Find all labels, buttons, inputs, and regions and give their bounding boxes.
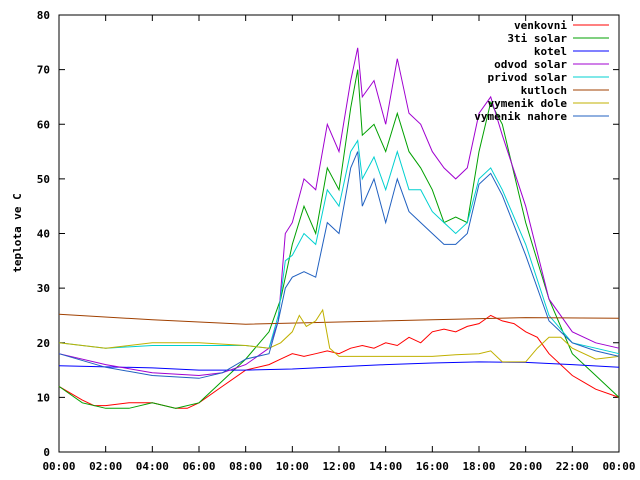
legend-label: kutloch <box>521 84 567 97</box>
series-line-kutloch <box>58 313 620 325</box>
y-axis-label: teplota ve C <box>11 193 24 272</box>
y-tick-label: 70 <box>37 64 50 77</box>
x-tick-label: 00:00 <box>42 460 75 473</box>
x-tick-label: 18:00 <box>462 460 495 473</box>
y-tick-label: 40 <box>37 228 50 241</box>
y-tick-label: 0 <box>43 446 50 459</box>
x-tick-label: 12:00 <box>322 460 355 473</box>
x-tick-label: 22:00 <box>556 460 589 473</box>
x-tick-label: 06:00 <box>182 460 215 473</box>
y-tick-label: 30 <box>37 282 50 295</box>
legend-label: kotel <box>534 45 567 58</box>
legend-label: odvod solar <box>494 58 567 71</box>
legend-label: vymenik nahore <box>474 110 567 123</box>
series-line-vymenik-nahore <box>58 151 620 379</box>
x-axis: 00:00 02:00 04:00 06:00 08:00 10:00 12:00 14:00… <box>42 15 636 473</box>
x-tick-label: 04:00 <box>136 460 169 473</box>
x-tick-label: 16:00 <box>416 460 449 473</box>
series-line-venkovni <box>58 314 620 409</box>
series-line-3ti-solar <box>58 69 620 409</box>
series-line-vymenik-dole <box>58 308 620 363</box>
legend-label: privod solar <box>488 71 568 84</box>
series-lines <box>58 47 620 409</box>
legend-label: vymenik dole <box>488 97 568 110</box>
x-tick-label: 20:00 <box>509 460 542 473</box>
y-tick-label: 10 <box>37 391 50 404</box>
x-tick-label: 08:00 <box>229 460 262 473</box>
y-tick-label: 60 <box>37 118 50 131</box>
y-tick-label: 80 <box>37 9 50 22</box>
legend-label: venkovni <box>514 19 567 32</box>
x-tick-label: 00:00 <box>602 460 635 473</box>
y-axis: 0 10 20 30 40 50 60 70 80 <box>37 9 619 459</box>
y-tick-label: 20 <box>37 337 50 350</box>
series-line-kotel <box>58 361 620 371</box>
x-tick-label: 14:00 <box>369 460 402 473</box>
x-tick-label: 02:00 <box>89 460 122 473</box>
x-tick-label: 10:00 <box>276 460 309 473</box>
legend-label: 3ti solar <box>507 32 567 45</box>
y-tick-label: 50 <box>37 173 50 186</box>
